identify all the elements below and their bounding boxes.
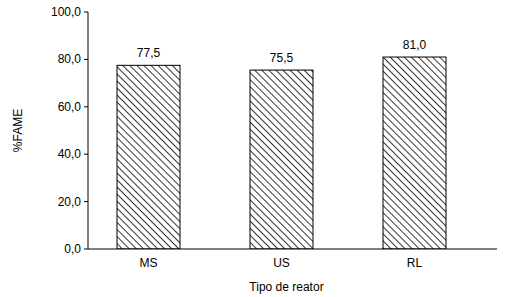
x-tick-label: MS [140, 256, 158, 270]
x-tick-label: US [273, 256, 290, 270]
bar [250, 70, 313, 249]
y-tick [84, 154, 88, 155]
y-tick-label: 60,0 [58, 100, 82, 114]
y-axis-title: %FAME [11, 109, 25, 152]
x-axis-title: Tipo de reator [249, 280, 323, 294]
chart-container: 0,0 20,0 40,0 60,0 80,0 100,0 77,5 MS 75,5 US 81,0… [0, 0, 510, 297]
y-tick [84, 201, 88, 202]
y-tick-label: 100,0 [51, 5, 81, 19]
y-axis [88, 12, 89, 249]
y-tick [84, 59, 88, 60]
y-tick-label: 40,0 [58, 147, 82, 161]
y-tick-label: 0,0 [64, 242, 81, 256]
data-label: 81,0 [403, 38, 427, 52]
y-tick-label: 20,0 [58, 195, 82, 209]
chart-svg: 0,0 20,0 40,0 60,0 80,0 100,0 77,5 MS 75,5 US 81,0… [0, 0, 510, 297]
y-tick [84, 12, 88, 13]
y-tick [84, 106, 88, 107]
data-label: 75,5 [270, 51, 294, 65]
bars [117, 57, 446, 249]
bar [383, 57, 446, 249]
data-label: 77,5 [137, 46, 161, 60]
bar [117, 65, 180, 249]
x-tick-label: RL [407, 256, 423, 270]
y-tick [84, 249, 88, 250]
y-tick-label: 80,0 [58, 52, 82, 66]
x-axis [88, 249, 497, 250]
